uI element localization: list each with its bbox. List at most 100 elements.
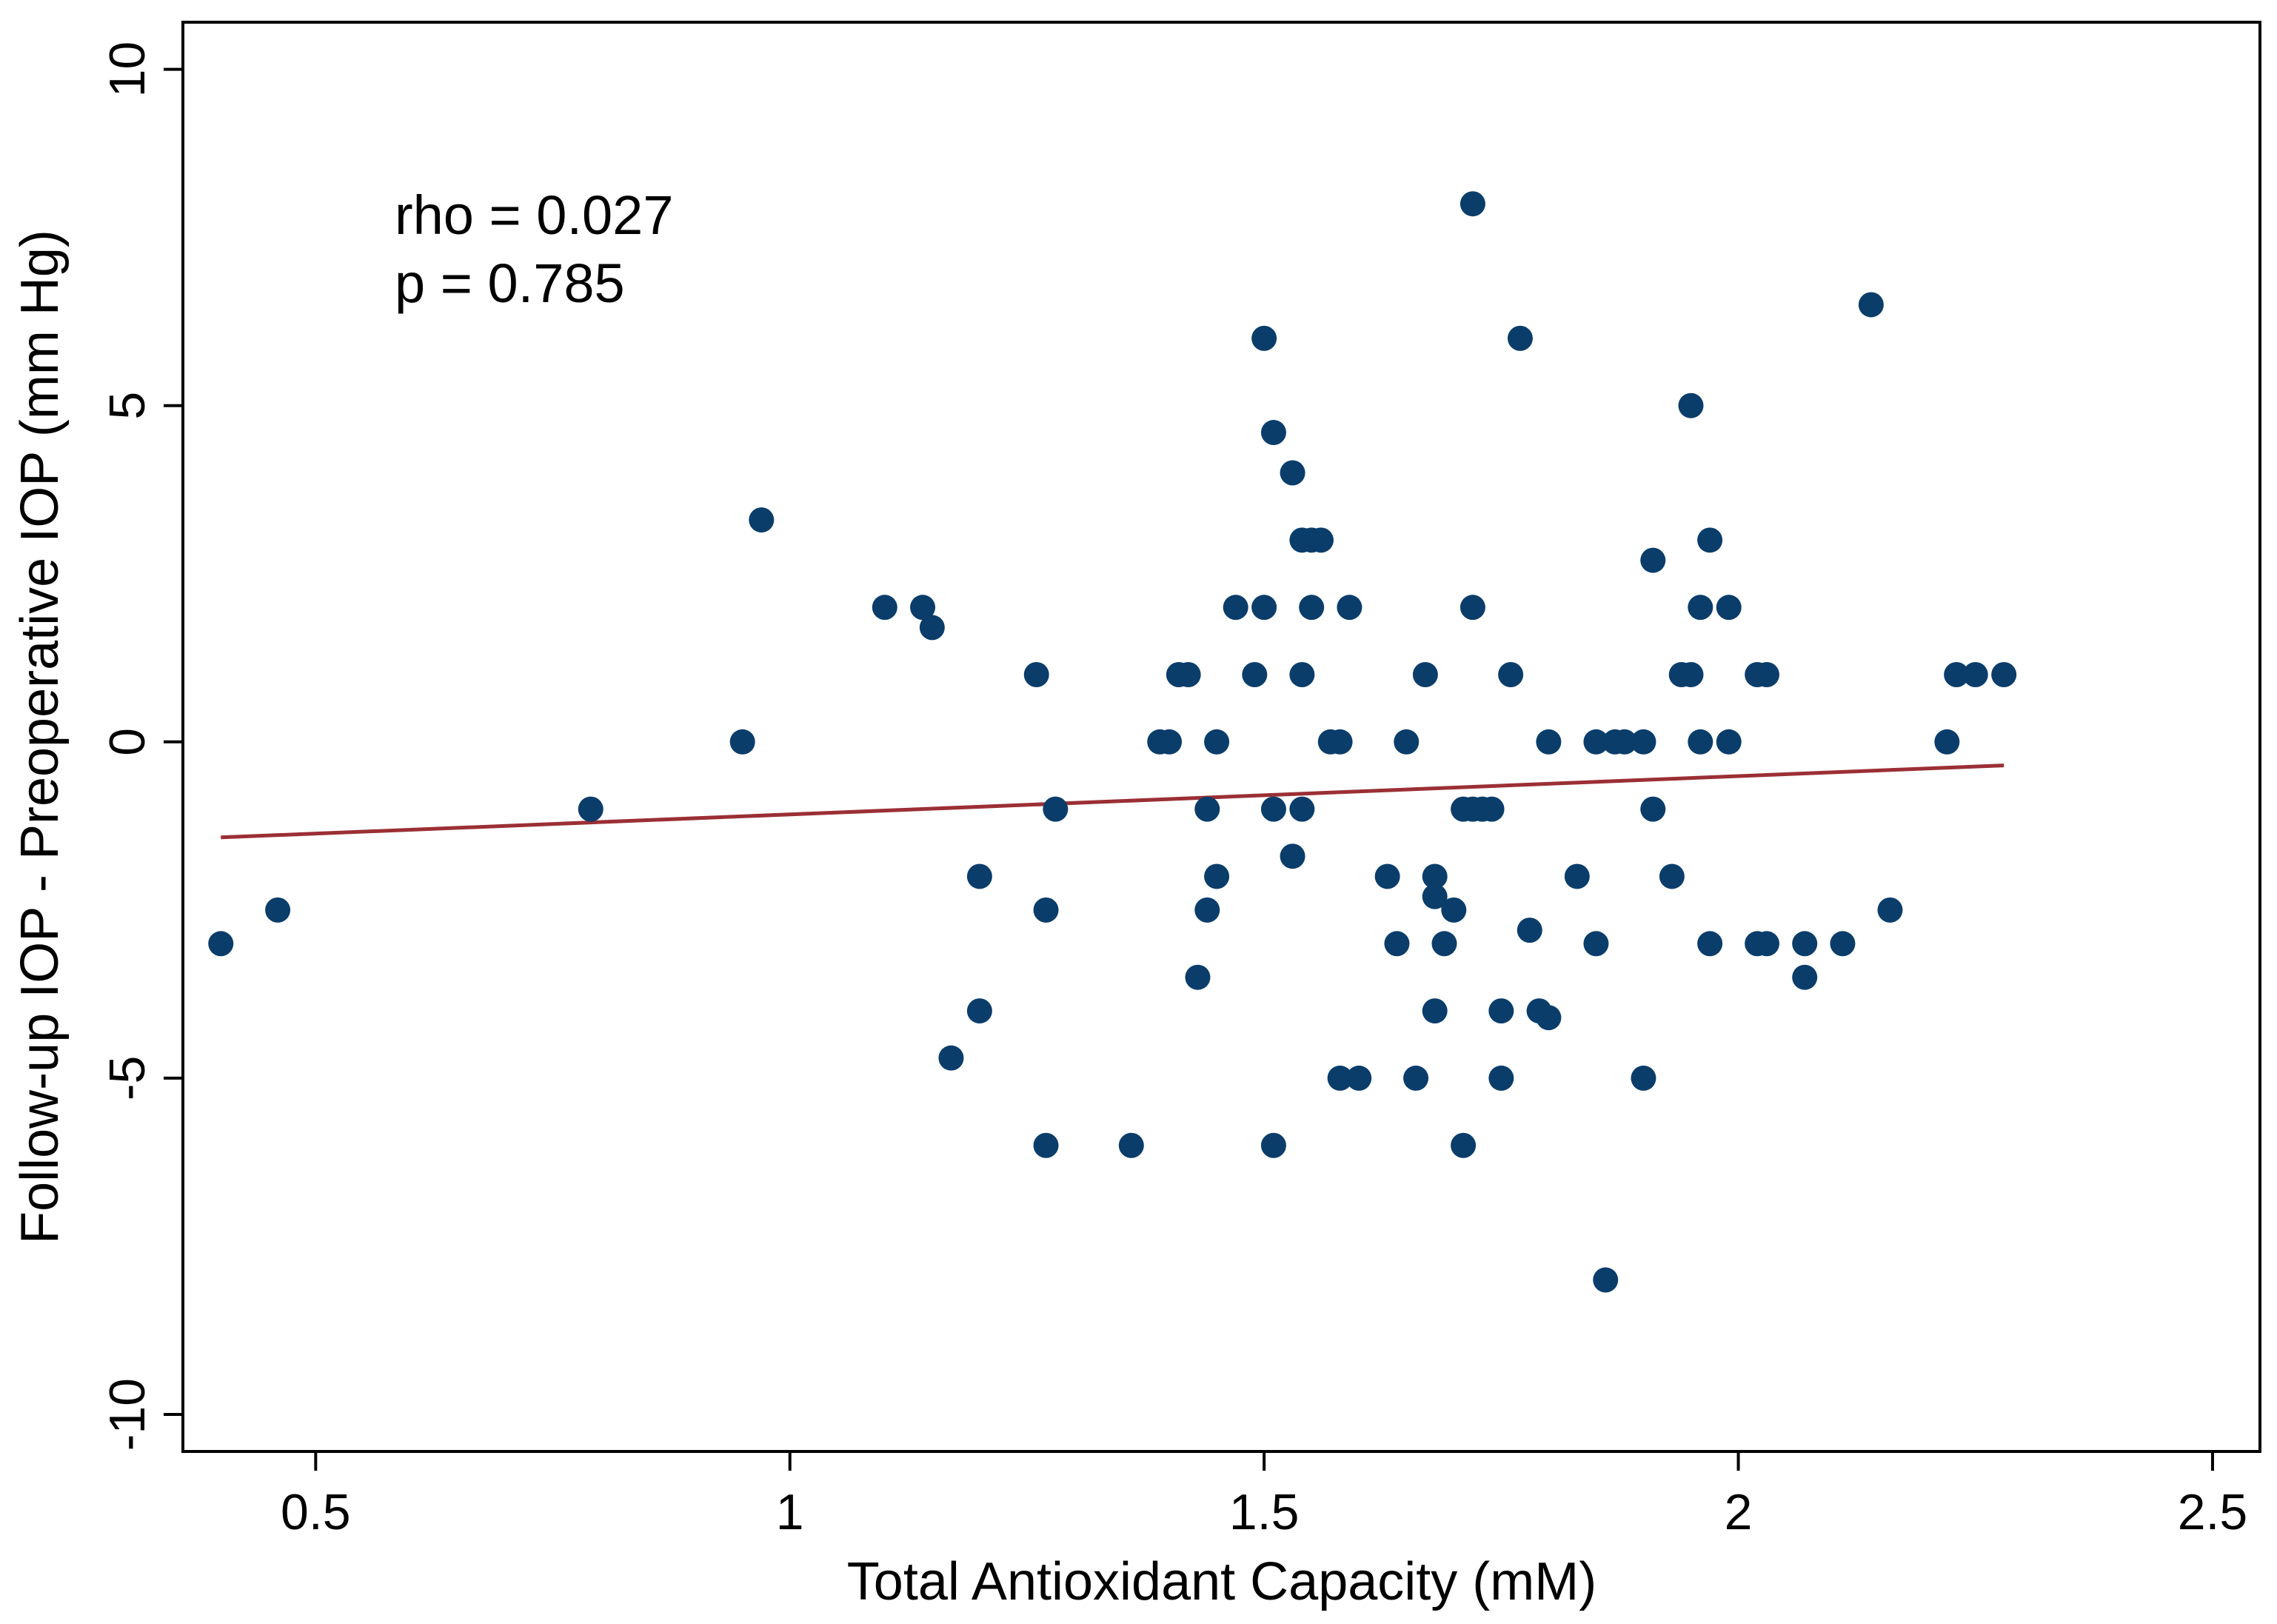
y-tick-label: -5 — [99, 1056, 156, 1100]
data-point — [1251, 595, 1277, 621]
data-point — [1753, 931, 1779, 957]
data-point — [1962, 661, 1988, 687]
data-point — [1260, 420, 1286, 446]
x-tick-label: 0.5 — [281, 1484, 351, 1540]
data-point — [1460, 191, 1485, 217]
data-point — [1678, 661, 1704, 687]
data-point — [1289, 796, 1315, 822]
data-point — [1451, 1132, 1477, 1158]
data-point — [1697, 931, 1723, 957]
points-layer — [208, 191, 2017, 1293]
data-point — [1194, 796, 1220, 822]
data-point — [1204, 729, 1230, 755]
data-point — [1792, 964, 1818, 990]
data-point — [919, 615, 945, 641]
rho-annotation: rho = 0.027 — [395, 184, 673, 246]
data-point — [1640, 547, 1666, 573]
data-point — [1697, 527, 1723, 553]
data-point — [1688, 729, 1713, 755]
data-point — [966, 998, 992, 1024]
data-point — [1593, 1267, 1619, 1293]
data-point — [1830, 931, 1856, 957]
y-tick-label: 10 — [99, 41, 156, 98]
data-point — [1991, 661, 2017, 687]
fit-line — [221, 763, 2005, 840]
data-point — [1536, 1005, 1562, 1031]
data-point — [1327, 729, 1353, 755]
data-point — [1289, 661, 1315, 687]
data-point — [1517, 918, 1542, 943]
data-point — [1260, 1132, 1286, 1158]
data-point — [1858, 292, 1884, 318]
data-point — [208, 931, 234, 957]
p-value-annotation: p = 0.785 — [395, 253, 625, 314]
data-point — [1346, 1065, 1372, 1091]
data-point — [1536, 729, 1562, 755]
data-point — [1631, 1065, 1656, 1091]
data-point — [1631, 729, 1656, 755]
data-point — [1204, 863, 1230, 889]
data-point — [1251, 325, 1277, 351]
data-point — [1659, 863, 1685, 889]
data-point — [1488, 1065, 1514, 1091]
data-point — [1337, 595, 1362, 621]
data-point — [1394, 729, 1420, 755]
data-point — [1403, 1065, 1429, 1091]
data-point — [1280, 460, 1305, 486]
data-point — [1507, 325, 1533, 351]
data-point — [1583, 931, 1609, 957]
data-point — [265, 897, 291, 923]
data-point — [1431, 931, 1457, 957]
data-point — [749, 507, 775, 533]
data-point — [1308, 527, 1334, 553]
data-point — [1583, 729, 1609, 755]
data-point — [1422, 883, 1448, 909]
data-point — [1753, 661, 1779, 687]
data-point — [1194, 897, 1220, 923]
data-point — [1033, 897, 1059, 923]
data-point — [1441, 897, 1467, 923]
fit-line-layer — [221, 763, 2005, 840]
y-tick-label: 5 — [99, 392, 156, 420]
data-point — [1327, 1065, 1353, 1091]
data-point — [1175, 661, 1201, 687]
x-tick-label: 1.5 — [1229, 1484, 1300, 1540]
data-point — [1412, 661, 1438, 687]
data-point — [1374, 863, 1400, 889]
data-point — [910, 595, 936, 621]
data-point — [872, 595, 897, 621]
data-point — [1640, 796, 1666, 822]
x-axis-title: Total Antioxidant Capacity (mM) — [847, 1552, 1596, 1611]
data-point — [1688, 595, 1713, 621]
data-point — [1716, 595, 1742, 621]
data-point — [1934, 729, 1960, 755]
data-point — [1422, 863, 1448, 889]
x-tick-label: 2 — [1725, 1484, 1753, 1540]
data-point — [1498, 661, 1524, 687]
data-point — [1185, 964, 1211, 990]
data-point — [1260, 796, 1286, 822]
data-point — [1877, 897, 1903, 923]
data-point — [1023, 661, 1049, 687]
data-point — [966, 863, 992, 889]
data-point — [1564, 863, 1590, 889]
x-tick-label: 1 — [776, 1484, 804, 1540]
data-point — [938, 1045, 964, 1071]
data-point — [1460, 595, 1485, 621]
data-point — [1944, 661, 1970, 687]
data-point — [729, 729, 755, 755]
data-point — [578, 796, 603, 822]
data-point — [1479, 796, 1505, 822]
x-tick-label: 2.5 — [2178, 1484, 2248, 1540]
data-point — [1488, 998, 1514, 1024]
data-point — [1678, 392, 1704, 418]
data-point — [1716, 729, 1742, 755]
axes-layer: 0.5 1 1.5 2 2.5 -10 -5 0 5 10 — [99, 41, 2247, 1540]
plot-frame — [181, 21, 2261, 1453]
data-point — [1422, 998, 1448, 1024]
data-point — [1043, 796, 1069, 822]
data-point — [1792, 931, 1818, 957]
y-axis-title: Follow-up IOP - Preoperative IOP (mm Hg) — [10, 230, 70, 1244]
data-point — [1299, 595, 1325, 621]
